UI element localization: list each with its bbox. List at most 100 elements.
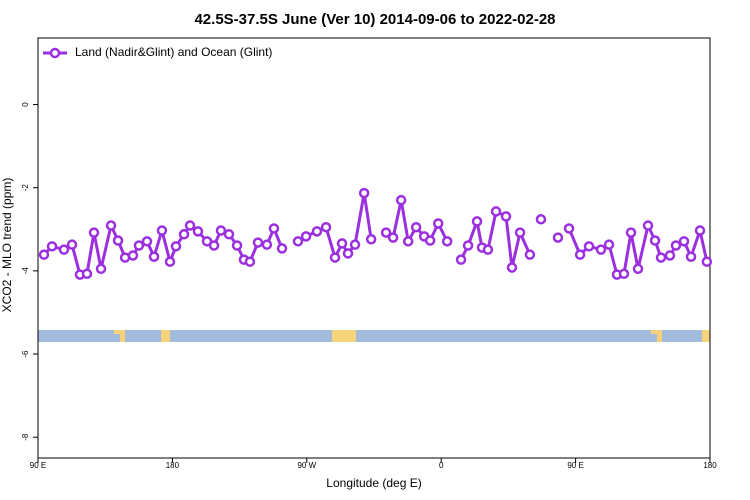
- data-point: [583, 241, 595, 252]
- data-point: [603, 239, 615, 250]
- data-point: [133, 240, 145, 251]
- data-point: [164, 256, 176, 267]
- data-point: [500, 211, 512, 222]
- data-point: [664, 250, 676, 261]
- data-point: [141, 236, 153, 247]
- ocean-band: [38, 330, 710, 342]
- legend-marker: [49, 47, 61, 59]
- plot-frame: [37, 37, 711, 459]
- y-tick-label: -6: [21, 350, 30, 358]
- data-point: [642, 220, 654, 231]
- x-axis-label: Longitude (deg E): [326, 476, 421, 490]
- data-point: [66, 239, 78, 250]
- data-point: [632, 263, 644, 275]
- land-patch: [657, 334, 662, 342]
- data-point: [701, 256, 713, 267]
- data-point: [320, 221, 332, 233]
- data-point: [148, 251, 160, 262]
- data-point: [300, 231, 312, 242]
- series-line: [459, 209, 532, 268]
- data-point: [402, 236, 414, 247]
- data-point: [618, 268, 630, 280]
- data-point: [358, 187, 370, 199]
- data-point: [244, 256, 256, 267]
- data-point: [655, 252, 667, 263]
- legend-label: Land (Nadir&Glint) and Ocean (Glint): [75, 45, 272, 59]
- x-tick-label: 0: [439, 461, 444, 470]
- data-point: [694, 225, 706, 236]
- data-point: [482, 244, 494, 255]
- data-point: [58, 244, 70, 255]
- data-point: [424, 235, 436, 246]
- data-point: [46, 241, 58, 252]
- data-point: [127, 250, 139, 261]
- data-point: [432, 218, 444, 229]
- series-line: [297, 192, 373, 262]
- y-tick-label: -2: [21, 184, 30, 192]
- data-point: [395, 194, 407, 206]
- data-point: [292, 236, 304, 247]
- data-point: [336, 238, 348, 249]
- data-point: [471, 216, 483, 227]
- land-patch: [120, 334, 125, 342]
- data-point: [81, 268, 93, 280]
- y-tick-label: 0: [21, 102, 30, 107]
- data-point: [524, 249, 536, 260]
- x-tick-label: 90 E: [567, 461, 583, 470]
- data-point: [329, 252, 341, 263]
- data-point: [514, 227, 526, 238]
- data-point: [268, 223, 280, 234]
- data-point: [178, 229, 190, 240]
- data-point: [441, 236, 453, 247]
- data-point: [595, 244, 607, 255]
- data-point: [380, 227, 392, 238]
- data-point: [105, 220, 117, 231]
- data-point: [311, 226, 323, 237]
- land-patch: [702, 330, 710, 342]
- land-patch: [332, 330, 356, 342]
- data-point: [276, 243, 288, 254]
- data-point: [184, 220, 196, 231]
- data-point: [156, 225, 168, 236]
- data-point: [215, 225, 227, 236]
- chart-title: 42.5S-37.5S June (Ver 10) 2014-09-06 to …: [194, 11, 555, 28]
- y-tick-label: -4: [21, 267, 30, 275]
- data-point: [192, 226, 204, 237]
- data-point: [223, 229, 235, 240]
- data-point: [455, 254, 467, 265]
- data-point: [410, 221, 422, 233]
- data-point: [38, 249, 50, 260]
- x-tick-label: 180: [703, 461, 717, 470]
- data-point: [88, 227, 100, 238]
- land-band: [38, 330, 710, 342]
- data-point: [112, 235, 124, 246]
- data-point: [252, 237, 264, 248]
- data-point: [349, 239, 361, 250]
- y-tick-label: -8: [21, 433, 30, 441]
- data-point: [170, 241, 182, 252]
- data-point: [670, 240, 682, 251]
- data-point: [490, 206, 502, 217]
- data-point: [506, 262, 518, 273]
- land-patch: [114, 330, 125, 334]
- y-axis-label: XCO2 - MLO trend (ppm): [0, 178, 14, 313]
- x-tick-label: 180: [166, 461, 180, 470]
- data-point: [535, 214, 547, 225]
- data-point: [342, 248, 354, 259]
- data-point: [387, 232, 399, 243]
- data-point: [649, 235, 661, 246]
- data-point: [625, 227, 637, 238]
- data-point: [552, 232, 564, 243]
- data-point: [95, 263, 107, 275]
- land-patch: [651, 330, 662, 334]
- data-point: [365, 234, 377, 245]
- data-point: [462, 240, 474, 251]
- data-point: [678, 236, 690, 247]
- data-point: [563, 223, 575, 234]
- data-point: [208, 240, 220, 251]
- data-point: [685, 251, 697, 262]
- land-patch: [161, 330, 170, 342]
- data-point: [574, 249, 586, 260]
